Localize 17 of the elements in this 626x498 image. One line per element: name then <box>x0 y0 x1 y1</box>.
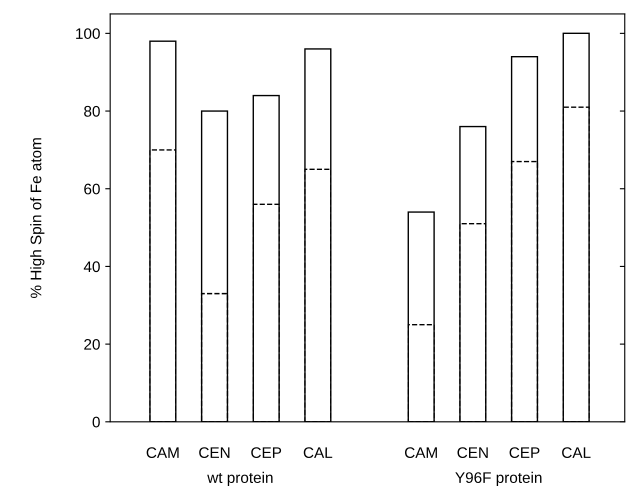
x-tick-label: CEP <box>251 447 282 458</box>
x-tick-label: CAM <box>146 447 179 458</box>
x-tick-label: CEP <box>510 447 540 458</box>
y-tick-label: 20 <box>84 338 100 350</box>
text: Y96F protein <box>455 472 542 486</box>
y-tick-label: 40 <box>84 261 100 272</box>
x-tick-label: CEN <box>199 447 230 458</box>
y-tick-label: 80 <box>84 106 100 117</box>
y-tick-label: 60 <box>84 184 100 194</box>
x-tick-label: CAM <box>404 447 437 458</box>
y-axis-title: % High Spin of Fe atom <box>30 138 44 298</box>
y-tick-label: 100 <box>76 28 100 40</box>
x-tick-label: CAL <box>304 447 332 458</box>
x-tick-label: CEN <box>458 447 488 458</box>
text: wt protein <box>207 472 272 486</box>
y-tick-label: 0 <box>92 416 100 428</box>
x-tick-label: CAL <box>562 447 591 458</box>
